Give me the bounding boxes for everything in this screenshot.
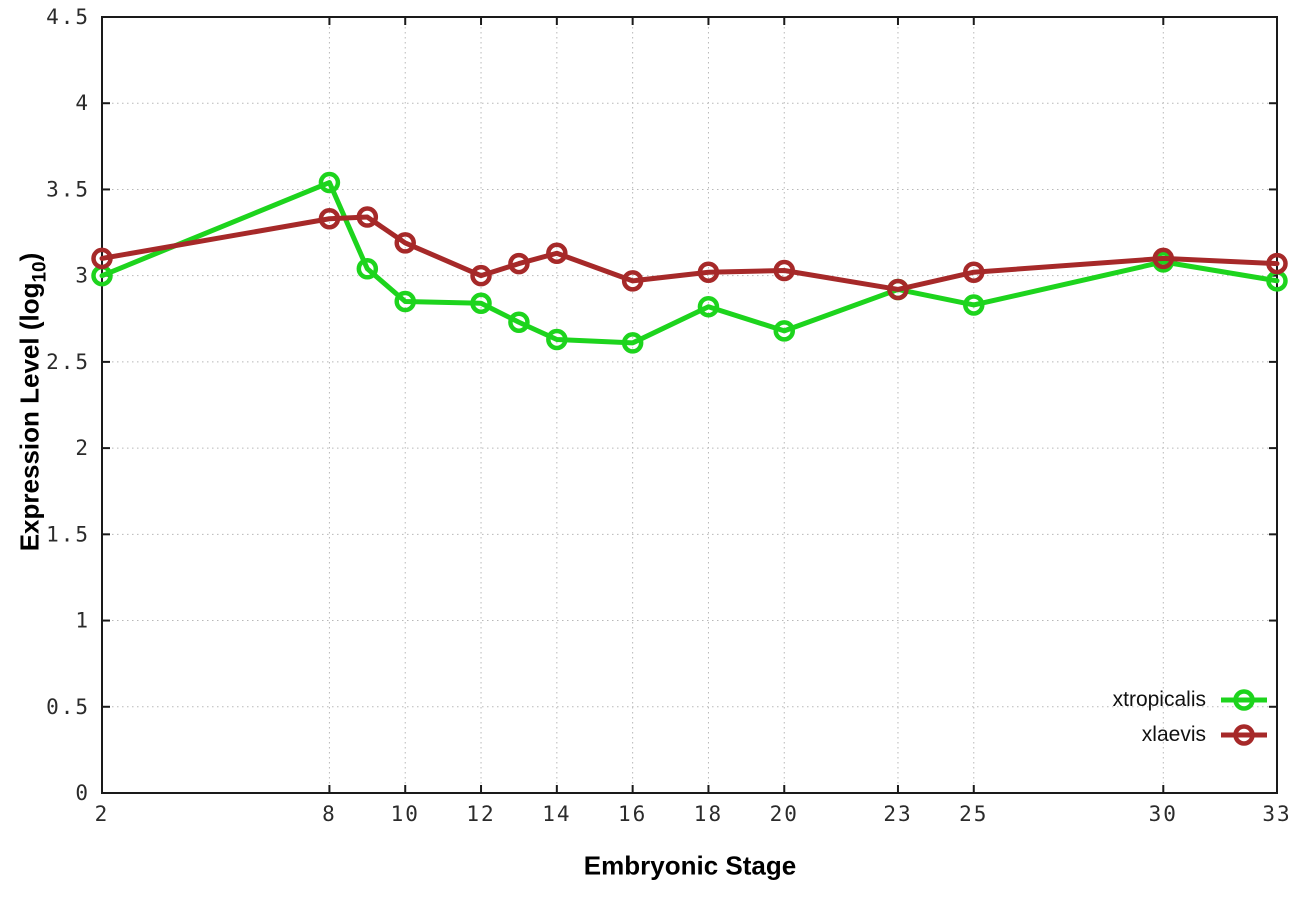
- y-tick-label: 3: [75, 264, 90, 288]
- legend-marker-open-circle-icon: [1221, 688, 1267, 711]
- data-point-xtropicalis: [621, 332, 644, 354]
- x-tick-label: 23: [883, 802, 912, 826]
- x-tick-label: 33: [1262, 802, 1291, 826]
- x-tick-label: 18: [694, 802, 723, 826]
- y-axis-label-subscript: 10: [29, 261, 51, 283]
- y-tick-label: 1: [75, 609, 90, 633]
- data-point-xtropicalis: [470, 292, 492, 315]
- y-tick-label: 4: [75, 91, 90, 115]
- x-tick-label: 25: [959, 802, 988, 826]
- y-tick-label: 0: [75, 781, 90, 805]
- data-point-xlaevis: [470, 264, 492, 287]
- x-tick-label: 20: [770, 802, 799, 826]
- x-tick-label: 8: [322, 802, 337, 826]
- legend-entry-xtropicalis: xtropicalis: [1113, 682, 1270, 717]
- data-point-xlaevis: [546, 242, 568, 264]
- data-point-xlaevis: [1266, 252, 1288, 275]
- data-point-xtropicalis: [697, 295, 720, 318]
- data-point-xtropicalis: [356, 258, 379, 280]
- legend-label-xlaevis: xlaevis: [1141, 722, 1206, 746]
- y-tick-label: 1.5: [46, 522, 90, 546]
- x-tick-label: 12: [466, 802, 495, 826]
- data-point-xlaevis: [394, 232, 416, 254]
- x-tick-label: 16: [618, 802, 647, 826]
- legend-entry-xlaevis: xlaevis: [1113, 717, 1270, 752]
- data-point-xtropicalis: [318, 171, 341, 194]
- y-tick-label: 2.5: [46, 350, 90, 374]
- data-point-xlaevis: [318, 208, 341, 230]
- data-point-xtropicalis: [773, 320, 796, 342]
- y-tick-label: 4.5: [46, 5, 90, 29]
- data-point-xlaevis: [356, 206, 379, 228]
- legend-label-xtropicalis: xtropicalis: [1112, 687, 1206, 711]
- legend: xtropicalis xlaevis: [1113, 682, 1270, 752]
- y-tick-label: 0.5: [46, 695, 90, 719]
- data-point-xlaevis: [887, 278, 909, 301]
- data-point-xtropicalis: [963, 294, 985, 316]
- data-point-xtropicalis: [546, 328, 568, 351]
- y-axis-label: Expression Level (log10): [14, 252, 51, 552]
- legend-marker-open-circle-icon: [1221, 723, 1267, 746]
- data-point-xtropicalis: [394, 290, 416, 313]
- data-point-xlaevis: [697, 261, 720, 283]
- data-point-xlaevis: [1152, 247, 1175, 270]
- x-tick-label: 2: [95, 802, 110, 826]
- x-axis-label: Embryonic Stage: [583, 850, 797, 881]
- y-tick-label: 3.5: [46, 177, 90, 201]
- x-tick-label: 10: [391, 802, 420, 826]
- data-point-xlaevis: [963, 261, 985, 283]
- data-point-xlaevis: [508, 252, 530, 275]
- y-tick-label: 2: [75, 436, 90, 460]
- x-tick-label: 30: [1149, 802, 1178, 826]
- data-point-xlaevis: [91, 247, 113, 270]
- data-point-xtropicalis: [508, 311, 530, 333]
- x-tick-label: 14: [542, 802, 571, 826]
- y-axis-label-main: Expression Level (log: [14, 282, 45, 552]
- plot-border: [101, 16, 1278, 794]
- data-point-xlaevis: [773, 259, 796, 282]
- data-point-xlaevis: [621, 270, 644, 292]
- y-axis-label-end: ): [14, 252, 45, 262]
